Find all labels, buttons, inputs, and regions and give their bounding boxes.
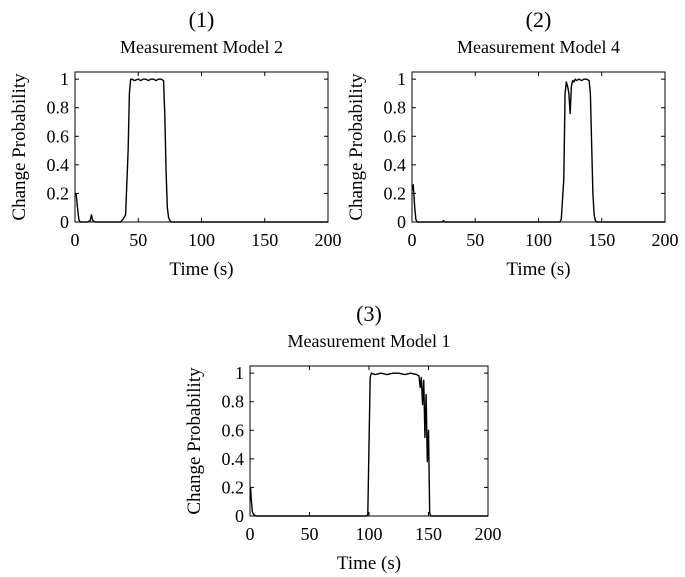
- y-tick-label: 0.8: [384, 98, 407, 118]
- panel-label: (3): [356, 301, 382, 326]
- chart-title: Measurement Model 4: [457, 37, 620, 57]
- x-tick-label: 200: [652, 230, 679, 250]
- y-tick-label: 0.6: [47, 126, 70, 146]
- y-tick-label: 0: [397, 212, 406, 232]
- series-line-1: [249, 372, 488, 517]
- panel-label: (2): [526, 7, 552, 32]
- x-tick-label: 50: [129, 230, 147, 250]
- x-tick-label: 0: [408, 230, 417, 250]
- y-tick-label: 1: [235, 363, 244, 383]
- x-tick-label: 0: [71, 230, 80, 250]
- chart-panel-1: (1) Measurement Model 2 0 50 100 150 200 0 0.2 0.…: [9, 7, 342, 280]
- series-line-1: [411, 78, 665, 223]
- x-tick-label: 50: [466, 230, 484, 250]
- x-axis-label: Time (s): [169, 259, 233, 280]
- y-axis-label: Change Probability: [9, 73, 30, 221]
- chart-panel-3: (3) Measurement Model 1 0 50 100 150 200 0 0.2 0.…: [184, 301, 502, 574]
- plot-frame: [411, 71, 666, 223]
- chart-panel-2: (2) Measurement Model 4 0 50 100 150 200 0 0.2 0.…: [346, 7, 679, 280]
- y-tick-label: 0.4: [222, 449, 245, 469]
- y-tick-label: 0.8: [222, 392, 245, 412]
- y-tick-label: 0.2: [384, 183, 407, 203]
- y-tick-label: 0.6: [384, 126, 407, 146]
- chart-title: Measurement Model 2: [120, 37, 283, 57]
- x-tick-label: 150: [588, 230, 615, 250]
- y-tick-label: 1: [60, 69, 69, 89]
- panel-label: (1): [189, 7, 215, 32]
- plot-frame: [74, 71, 329, 223]
- y-tick-label: 0.2: [47, 183, 70, 203]
- y-tick-label: 0.4: [384, 155, 407, 175]
- x-tick-label: 0: [246, 524, 255, 544]
- x-axis-label: Time (s): [337, 553, 401, 574]
- x-tick-label: 200: [475, 524, 502, 544]
- y-tick-label: 0.8: [47, 98, 70, 118]
- x-tick-label: 50: [301, 524, 319, 544]
- y-tick-label: 0.6: [222, 420, 245, 440]
- y-tick-label: 0.4: [47, 155, 70, 175]
- x-tick-label: 200: [315, 230, 342, 250]
- series-line-1: [74, 78, 328, 223]
- x-tick-label: 150: [251, 230, 278, 250]
- x-tick-label: 150: [415, 524, 442, 544]
- y-axis-label: Change Probability: [346, 73, 367, 221]
- x-tick-label: 100: [525, 230, 552, 250]
- y-tick-label: 0: [235, 506, 244, 526]
- x-axis-label: Time (s): [506, 259, 570, 280]
- x-tick-label: 100: [356, 524, 383, 544]
- x-tick-label: 100: [188, 230, 215, 250]
- y-tick-label: 0.2: [222, 477, 245, 497]
- y-tick-label: 0: [60, 212, 69, 232]
- y-tick-label: 1: [397, 69, 406, 89]
- y-axis-label: Change Probability: [184, 367, 205, 515]
- chart-title: Measurement Model 1: [288, 331, 451, 351]
